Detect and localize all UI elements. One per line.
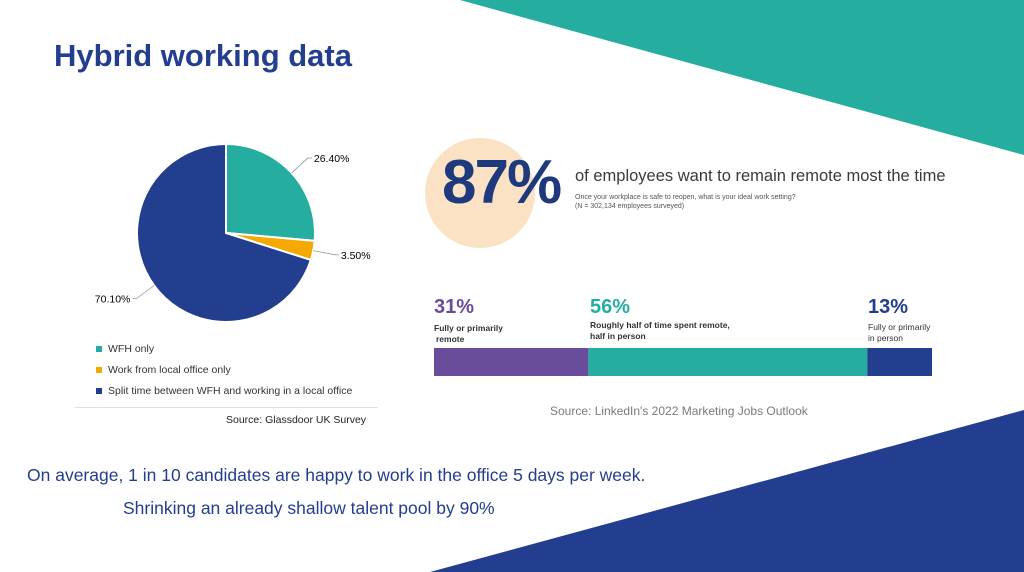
segment-desc-line: Roughly half of time spent remote, — [590, 320, 730, 330]
pie-value-label: 3.50% — [341, 250, 371, 262]
segment-desc-line: Fully or primarily — [868, 322, 931, 332]
bar-segment-hybrid — [588, 348, 868, 376]
legend-swatch — [96, 387, 102, 394]
stacked-bar — [434, 348, 932, 376]
divider — [75, 407, 378, 408]
bottom-right-navy-triangle — [430, 410, 1024, 572]
pie-chart: 26.40% 3.50% 70.10% — [95, 142, 371, 323]
legend-label: WFH only — [108, 342, 155, 355]
segment-desc-line: half in person — [590, 331, 646, 341]
bar-segment-remote — [434, 348, 589, 376]
segment-pct-inperson: 13% — [868, 296, 909, 318]
linkedin-source: Source: LinkedIn's 2022 Marketing Jobs O… — [550, 404, 808, 418]
segment-pct-hybrid: 56% — [590, 296, 631, 318]
pie-leader-line — [132, 285, 155, 299]
legend-item-office: Work from local office only — [96, 359, 352, 380]
legend-label: Split time between WFH and working in a … — [108, 384, 353, 397]
headline: of employees want to remain remote most … — [575, 167, 946, 185]
pie-legend: WFH only Work from local office only Spl… — [96, 338, 352, 401]
legend-label: Work from local office only — [108, 363, 231, 376]
stat-line-2: Shrinking an already shallow talent pool… — [123, 498, 495, 518]
segment-pct-remote: 31% — [434, 296, 475, 318]
legend-swatch — [96, 345, 102, 352]
pie-leader-line — [291, 157, 312, 174]
segment-desc-line: in person — [868, 333, 903, 343]
legend-swatch — [96, 366, 102, 373]
page-title: Hybrid working data — [54, 38, 352, 73]
segment-desc-inperson: Fully or primarily in person — [868, 322, 930, 344]
pie-leader-line — [313, 250, 339, 256]
legend-item-wfh: WFH only — [96, 338, 352, 359]
sample-size: (N = 302,134 employees surveyed) — [575, 203, 685, 210]
top-right-teal-triangle — [460, 0, 1024, 155]
pie-slice-wfh — [225, 142, 316, 242]
survey-question: Once your workplace is safe to reopen, w… — [575, 193, 796, 211]
segment-desc-remote: Fully or primarily remote — [434, 323, 503, 345]
pie-value-label: 70.10% — [95, 294, 131, 306]
stat-line-1: On average, 1 in 10 candidates are happy… — [27, 465, 646, 485]
legend-item-split: Split time between WFH and working in a … — [96, 380, 352, 401]
segment-desc-line: remote — [436, 334, 465, 344]
question-text: Once your workplace is safe to reopen, w… — [575, 194, 796, 201]
pie-source: Source: Glassdoor UK Survey — [226, 414, 367, 426]
highlight-circle — [425, 138, 535, 248]
segment-desc-hybrid: Roughly half of time spent remote, half … — [590, 320, 730, 342]
big-percentage: 87% — [442, 148, 562, 217]
pie-value-label: 26.40% — [314, 153, 350, 165]
bar-segment-inperson — [867, 348, 932, 376]
segment-desc-line: Fully or primarily — [434, 323, 503, 333]
